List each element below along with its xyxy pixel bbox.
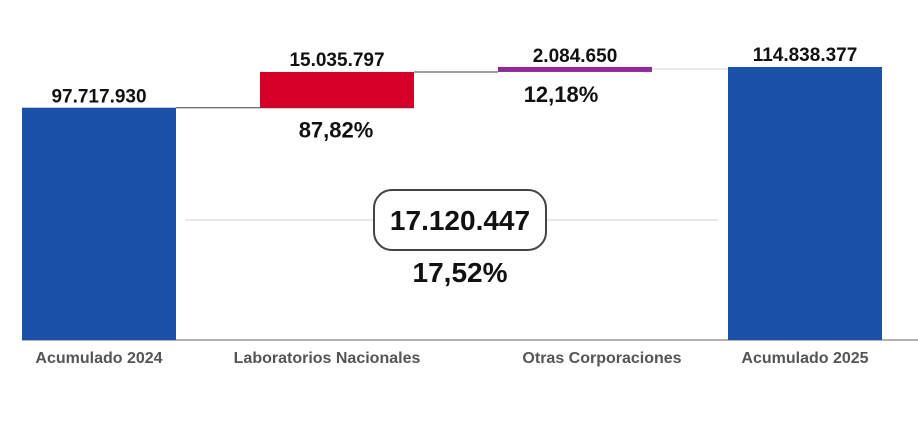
category-label-laboratorios-nacionales: Laboratorios Nacionales: [234, 350, 421, 367]
bar-acumulado-2025: [728, 67, 882, 340]
share-label-otras-corporaciones: 12,18%: [524, 82, 599, 107]
total-increase-percent: 17,52%: [413, 257, 508, 288]
value-label-laboratorios-nacionales: 15.035.797: [289, 50, 384, 71]
category-label-acumulado-2024: Acumulado 2024: [35, 350, 162, 367]
bar-acumulado-2024: [22, 107, 176, 341]
bar-laboratorios-nacionales: [260, 71, 414, 108]
total-increase-box: [373, 189, 547, 251]
category-label-otras-corporaciones: Otras Corporaciones: [522, 350, 681, 367]
value-label-otras-corporaciones: 2.084.650: [533, 46, 618, 67]
value-label-acumulado-2025: 114.838.377: [753, 45, 858, 66]
total-increase-value: 17.120.447: [390, 205, 530, 236]
category-label-acumulado-2025: Acumulado 2025: [741, 350, 868, 367]
share-label-laboratorios-nacionales: 87,82%: [299, 118, 374, 143]
value-label-acumulado-2024: 97.717.930: [51, 87, 146, 108]
bar-otras-corporaciones: [498, 66, 652, 72]
